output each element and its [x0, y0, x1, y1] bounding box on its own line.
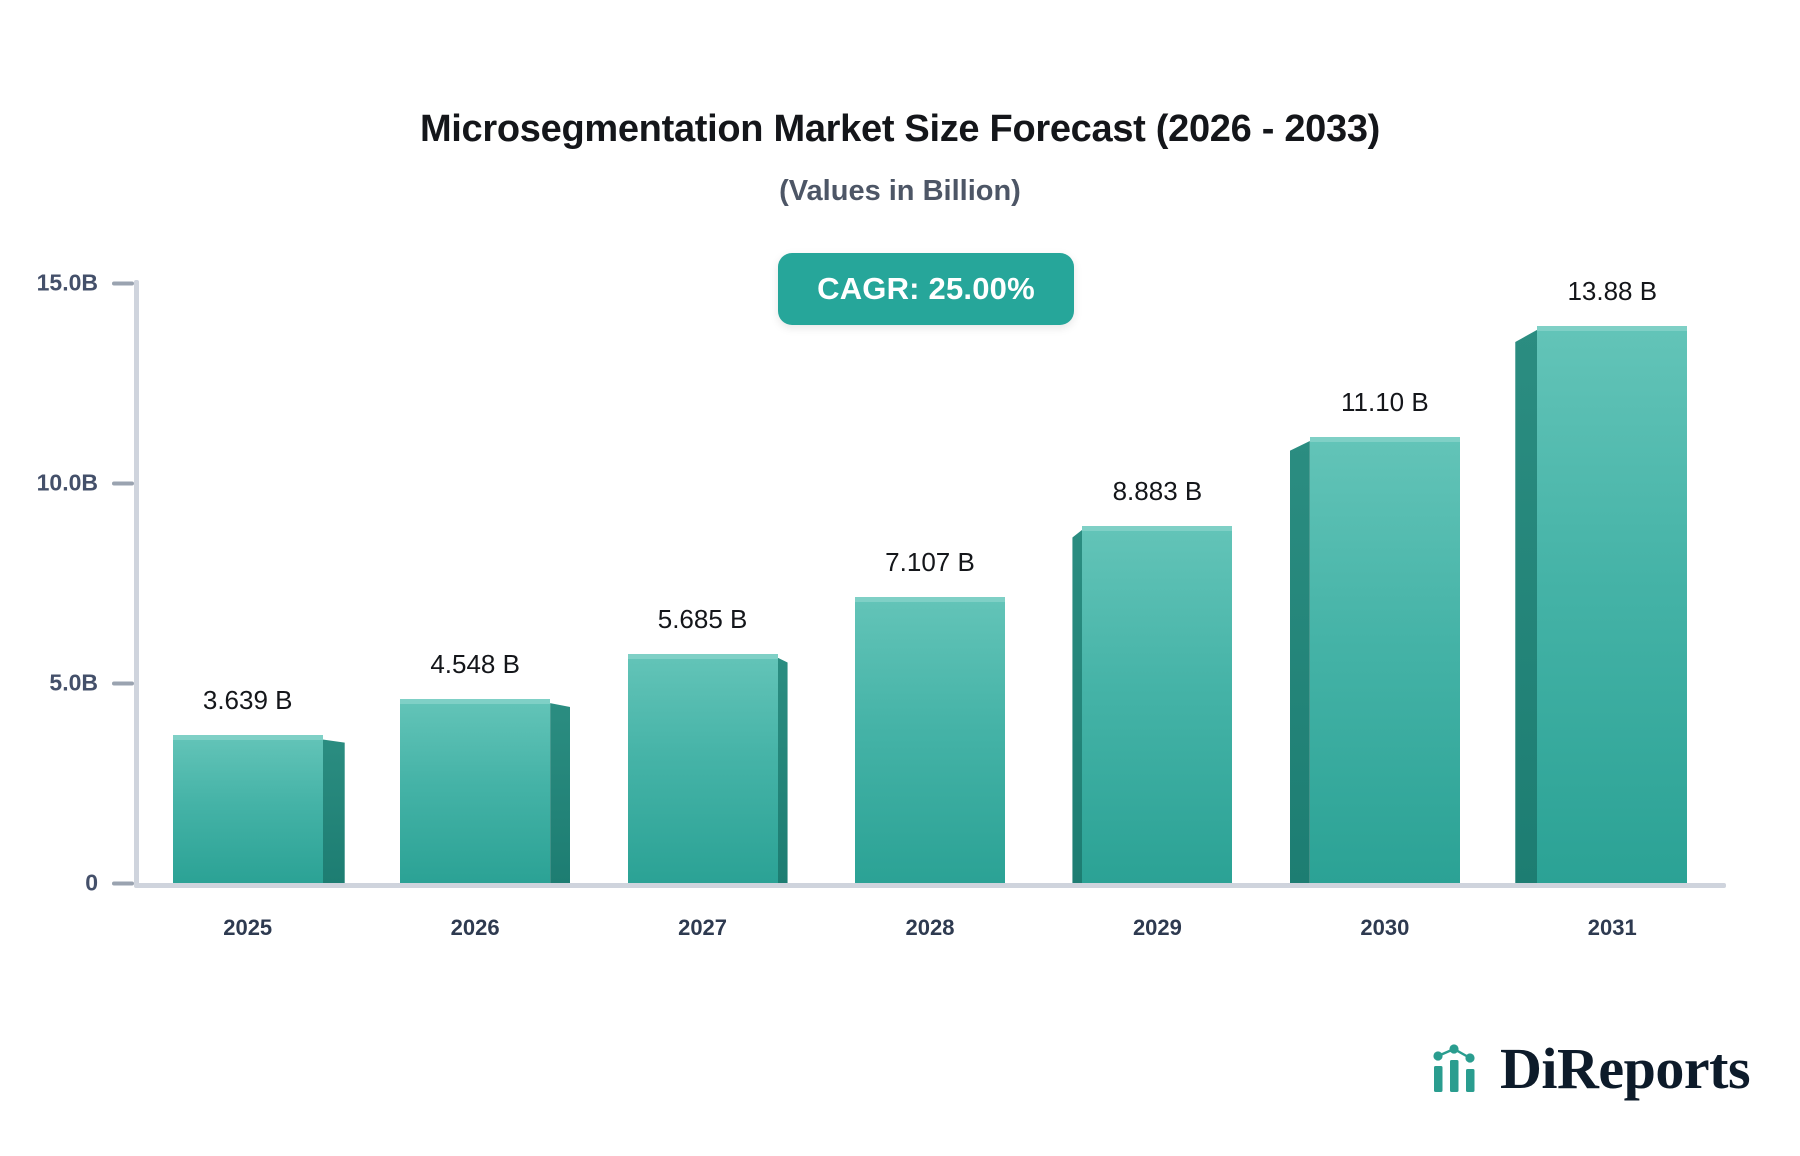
bar-2026[interactable] [400, 695, 571, 883]
logo-text: DiReports [1500, 1036, 1751, 1101]
y-tick-mark [112, 281, 134, 285]
bar-front-face [1537, 327, 1688, 883]
bar-front-face [400, 701, 551, 883]
y-tick: 5.0B [4, 670, 134, 697]
bar-value-label: 3.639 B [202, 685, 293, 716]
cagr-badge-label: CAGR: 25.00% [817, 271, 1035, 306]
bar-side-face [1072, 529, 1083, 883]
bar-body [855, 593, 1005, 883]
bar-front-face [855, 598, 1005, 883]
bar-2029[interactable] [1072, 522, 1233, 883]
page-title: Microsegmentation Market Size Forecast (… [419, 108, 1381, 150]
bar-front-face [172, 737, 323, 883]
bar-2031[interactable] [1515, 322, 1688, 883]
bar-front-face [627, 655, 778, 883]
bar-2028[interactable] [855, 593, 1005, 883]
bar-top-face [1309, 437, 1460, 442]
bar-top-face [1537, 325, 1688, 331]
y-tick: 15.0B [4, 270, 134, 297]
direports-logo: DiReports [1430, 1036, 1751, 1101]
bar-body [172, 731, 345, 883]
bar-value-label: 13.88 B [1567, 275, 1658, 306]
bar-side-face [1289, 441, 1310, 883]
bar-top-face [855, 596, 1005, 602]
y-axis-line [134, 280, 139, 885]
x-axis-label-2031: 2031 [1587, 915, 1637, 940]
y-tick-label: 0 [85, 869, 98, 896]
bar-value-label: 8.883 B [1112, 475, 1203, 506]
bar-top-face [627, 653, 778, 659]
bar-chart-logo-icon [1433, 1044, 1475, 1092]
bar-front-face [1082, 527, 1233, 883]
bar-side-face [1515, 329, 1538, 883]
bar-body [1515, 322, 1688, 883]
x-axis-label-2026: 2026 [450, 915, 500, 940]
x-axis-line [134, 883, 1726, 888]
bar-side-face [322, 739, 345, 883]
bar-front-face [1309, 439, 1460, 883]
y-tick-mark [112, 481, 134, 485]
bar-value-label: 4.548 B [430, 649, 520, 680]
chart-subtitle: (Values in Billion) [779, 175, 1021, 207]
bar-value-label: 7.107 B [885, 546, 975, 577]
bar-2030[interactable] [1289, 433, 1460, 883]
y-tick: 0 [4, 870, 134, 897]
y-tick-mark [112, 881, 134, 885]
bar-top-face [172, 735, 323, 741]
y-tick-label: 5.0B [49, 669, 98, 696]
bar-top-face [400, 699, 551, 705]
bar-2027[interactable] [627, 650, 788, 883]
x-axis-label-2025: 2025 [223, 915, 273, 940]
x-axis-label-2029: 2029 [1132, 915, 1182, 940]
bar-value-label: 11.10 B [1340, 387, 1429, 417]
cagr-badge: CAGR: 25.00% [778, 253, 1074, 325]
bar-side-face [777, 657, 788, 883]
bar-body [1289, 433, 1460, 883]
bar-body [1072, 522, 1233, 883]
x-axis-label-2030: 2030 [1360, 915, 1410, 940]
y-tick-label: 15.0B [36, 269, 98, 296]
bar-body [627, 650, 788, 883]
bar-value-label: 5.685 B [657, 603, 748, 634]
x-axis-label-2027: 2027 [678, 915, 728, 940]
bar-2025[interactable] [172, 731, 345, 883]
bar-body [400, 695, 571, 883]
bar-top-face [1082, 525, 1233, 531]
bar-side-face [550, 703, 571, 883]
y-tick-label: 10.0B [36, 469, 98, 496]
x-axis-label-2028: 2028 [905, 915, 955, 940]
y-tick: 10.0B [4, 470, 134, 497]
y-tick-mark [112, 681, 134, 685]
